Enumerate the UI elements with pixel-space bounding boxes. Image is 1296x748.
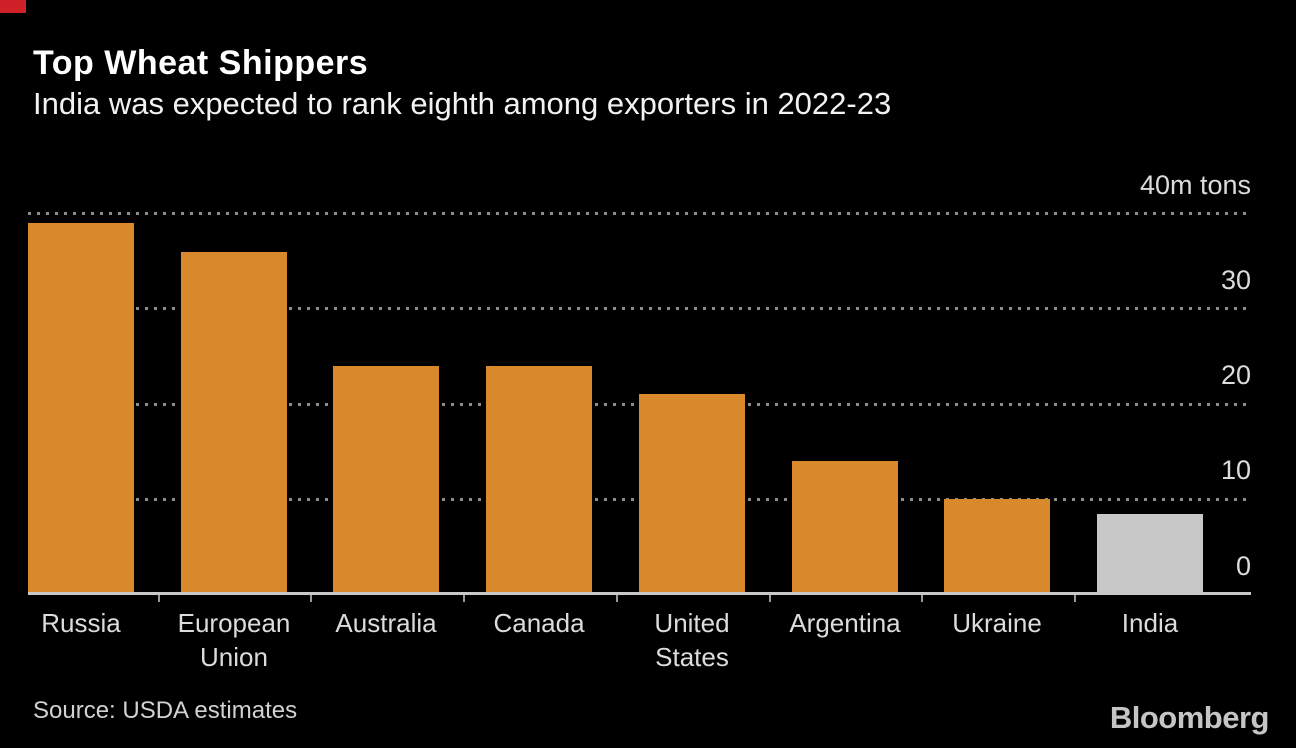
y-tick-label-40: 40m tons: [1139, 169, 1251, 200]
bar-european-union: [181, 251, 287, 592]
chart-subtitle: India was expected to rank eighth among …: [33, 86, 892, 121]
chart-title: Top Wheat Shippers: [33, 44, 369, 82]
gridline-40: [28, 212, 1251, 215]
x-axis-line: [28, 592, 1251, 595]
bar-argentina: [792, 461, 898, 592]
x-tick-label-ukraine: Ukraine: [952, 608, 1042, 638]
x-tick-label-argentina: Argentina: [789, 608, 901, 638]
x-tick-label-united-states: United States: [654, 608, 730, 672]
y-tick-label-0: 0: [1235, 550, 1251, 581]
bar-india: [1097, 513, 1203, 592]
x-axis-tick: [310, 595, 312, 602]
bar-canada: [486, 365, 592, 592]
gridline-30: [28, 307, 1251, 311]
x-axis-tick: [769, 595, 771, 602]
x-axis-tick: [1074, 595, 1076, 602]
bar-united-states: [639, 394, 745, 592]
x-axis-tick: [921, 595, 923, 602]
x-tick-label-russia: Russia: [41, 608, 121, 638]
red-corner-mark: [0, 0, 26, 13]
x-axis-tick: [463, 595, 465, 602]
x-tick-label-canada: Canada: [493, 608, 585, 638]
x-axis-tick: [616, 595, 618, 602]
x-tick-label-australia: Australia: [335, 608, 437, 638]
x-tick-label-india: India: [1121, 608, 1179, 638]
x-axis-tick: [158, 595, 160, 602]
bar-russia: [28, 223, 134, 592]
y-tick-label-20: 20: [1220, 360, 1251, 390]
y-tick-label-30: 30: [1220, 264, 1251, 295]
source-note: Source: USDA estimates: [33, 697, 298, 724]
bloomberg-logo: Bloomberg: [1109, 700, 1270, 735]
bar-ukraine: [944, 499, 1050, 592]
x-tick-label-european-union: European Union: [177, 608, 291, 672]
y-tick-label-10: 10: [1220, 455, 1251, 486]
bar-australia: [333, 365, 439, 592]
